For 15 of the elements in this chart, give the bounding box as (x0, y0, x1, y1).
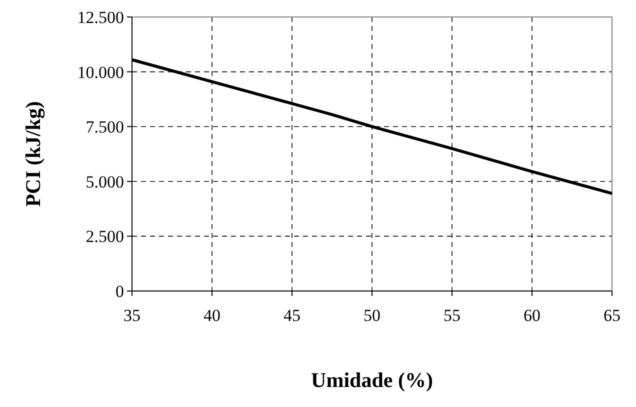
y-tick-label: 12.500 (77, 8, 124, 27)
y-tick-label: 2.500 (86, 227, 124, 246)
y-axis-title: PCI (kJ/kg) (21, 101, 45, 207)
x-tick-label: 40 (204, 306, 220, 325)
x-axis-title: Umidade (%) (311, 368, 433, 392)
x-tick-label: 55 (444, 306, 460, 325)
x-tick-label: 65 (604, 306, 620, 325)
x-tick-label: 45 (284, 306, 300, 325)
y-tick-label: 7.500 (86, 118, 124, 137)
x-tick-label: 60 (524, 306, 540, 325)
x-tick-label: 50 (364, 306, 380, 325)
y-tick-label: 0 (116, 282, 124, 301)
x-tick-label: 35 (124, 306, 140, 325)
y-tick-label: 5.000 (86, 172, 124, 192)
y-tick-label: 10.000 (77, 62, 124, 82)
